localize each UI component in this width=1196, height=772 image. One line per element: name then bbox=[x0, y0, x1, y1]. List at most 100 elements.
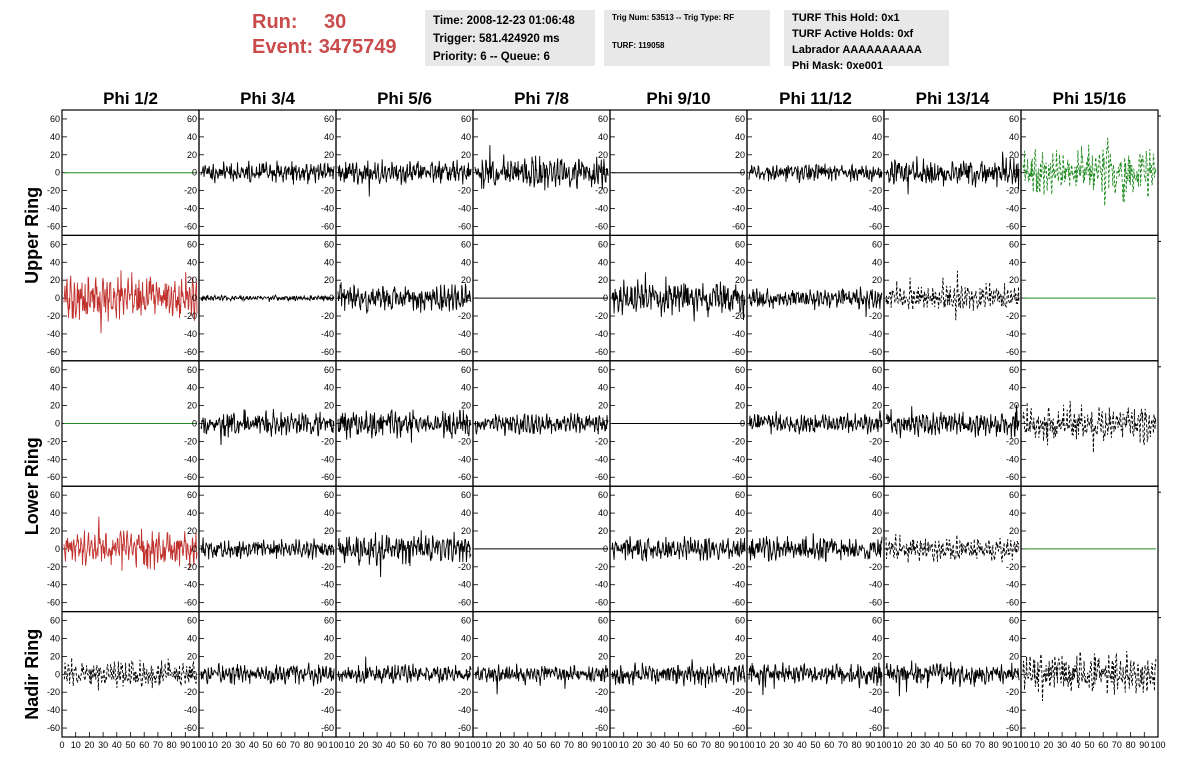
y-tick-label: 20 bbox=[50, 651, 60, 661]
y-tick-label: 0 bbox=[877, 168, 882, 178]
waveform-trace bbox=[1022, 650, 1157, 702]
y-tick-label: 60 bbox=[872, 490, 882, 500]
x-tick-label: 100 bbox=[465, 740, 480, 750]
y-tick-label: 60 bbox=[187, 616, 197, 626]
y-tick-label: -40 bbox=[595, 329, 608, 339]
y-tick-label: 20 bbox=[1009, 401, 1019, 411]
x-tick-label: 60 bbox=[824, 740, 834, 750]
y-tick-label: 20 bbox=[324, 526, 334, 536]
y-tick-label: -20 bbox=[732, 186, 745, 196]
x-tick-label: 30 bbox=[1057, 740, 1067, 750]
y-tick-label: -60 bbox=[1006, 598, 1019, 608]
waveform-trace bbox=[337, 159, 472, 197]
x-tick-label: 30 bbox=[98, 740, 108, 750]
y-tick-label: 20 bbox=[324, 401, 334, 411]
y-tick-label: 0 bbox=[192, 293, 197, 303]
y-tick-label: 0 bbox=[466, 168, 471, 178]
y-tick-label: -60 bbox=[1006, 221, 1019, 231]
y-tick-label: -40 bbox=[321, 329, 334, 339]
x-tick-label: 70 bbox=[701, 740, 711, 750]
y-tick-label: 40 bbox=[735, 383, 745, 393]
y-tick-label: 20 bbox=[598, 651, 608, 661]
x-tick-label: 10 bbox=[619, 740, 629, 750]
y-tick-label: 60 bbox=[324, 239, 334, 249]
x-tick-label: 80 bbox=[167, 740, 177, 750]
x-tick-label: 40 bbox=[660, 740, 670, 750]
y-tick-label: 20 bbox=[872, 275, 882, 285]
x-tick-label: 90 bbox=[865, 740, 875, 750]
y-tick-label: 20 bbox=[1009, 150, 1019, 160]
y-tick-label: -20 bbox=[732, 562, 745, 572]
y-tick-label: 40 bbox=[1009, 508, 1019, 518]
y-tick-label: -60 bbox=[869, 723, 882, 733]
y-tick-label: 0 bbox=[329, 293, 334, 303]
x-tick-label: 50 bbox=[399, 740, 409, 750]
y-tick-label: 60 bbox=[1009, 114, 1019, 124]
y-tick-label: 0 bbox=[55, 544, 60, 554]
y-tick-label: 60 bbox=[872, 616, 882, 626]
y-tick-label: -40 bbox=[1006, 204, 1019, 214]
y-tick-label: -20 bbox=[869, 687, 882, 697]
y-tick-label: -20 bbox=[321, 311, 334, 321]
y-tick-label: -60 bbox=[184, 598, 197, 608]
trig-num-info-box: Trig Num: 53513 -- Trig Type: RF TURF: 1… bbox=[604, 10, 770, 66]
x-tick-label: 50 bbox=[262, 740, 272, 750]
y-tick-label: -40 bbox=[595, 705, 608, 715]
y-tick-label: 40 bbox=[50, 383, 60, 393]
x-tick-label: 100 bbox=[739, 740, 754, 750]
y-tick-label: 20 bbox=[872, 651, 882, 661]
x-tick-label: 30 bbox=[372, 740, 382, 750]
y-tick-label: 0 bbox=[1014, 168, 1019, 178]
y-tick-label: -40 bbox=[869, 454, 882, 464]
y-tick-label: 40 bbox=[872, 508, 882, 518]
y-tick-label: -60 bbox=[184, 221, 197, 231]
y-tick-label: -40 bbox=[321, 454, 334, 464]
waveform-trace bbox=[748, 662, 883, 696]
x-tick-label: 100 bbox=[328, 740, 343, 750]
y-tick-label: 60 bbox=[735, 239, 745, 249]
waveform-trace bbox=[474, 663, 609, 695]
x-tick-label: 40 bbox=[934, 740, 944, 750]
y-tick-label: 20 bbox=[872, 150, 882, 160]
y-tick-label: 20 bbox=[735, 651, 745, 661]
time-trigger-info-box: Time: 2008-12-23 01:06:48 Trigger: 581.4… bbox=[425, 10, 595, 66]
x-tick-label: 50 bbox=[1084, 740, 1094, 750]
y-tick-label: -40 bbox=[458, 204, 471, 214]
y-tick-label: 60 bbox=[598, 114, 608, 124]
waveform-trace bbox=[1022, 400, 1157, 453]
y-tick-label: -40 bbox=[47, 454, 60, 464]
y-tick-label: -60 bbox=[732, 347, 745, 357]
x-tick-label: 50 bbox=[810, 740, 820, 750]
x-tick-label: 30 bbox=[646, 740, 656, 750]
y-tick-label: 40 bbox=[735, 508, 745, 518]
y-tick-label: 60 bbox=[735, 490, 745, 500]
x-tick-label: 70 bbox=[290, 740, 300, 750]
x-tick-label: 40 bbox=[112, 740, 122, 750]
x-tick-label: 90 bbox=[591, 740, 601, 750]
y-tick-label: 60 bbox=[735, 114, 745, 124]
y-tick-label: 40 bbox=[50, 257, 60, 267]
y-tick-label: -20 bbox=[1006, 562, 1019, 572]
y-tick-label: 0 bbox=[877, 544, 882, 554]
y-tick-label: -20 bbox=[732, 436, 745, 446]
waveform-trace bbox=[748, 286, 883, 318]
run-label: Run: bbox=[252, 11, 298, 33]
y-tick-label: 40 bbox=[735, 132, 745, 142]
y-tick-label: -60 bbox=[732, 598, 745, 608]
y-tick-label: -60 bbox=[184, 347, 197, 357]
y-tick-label: -60 bbox=[595, 347, 608, 357]
y-tick-label: 20 bbox=[187, 150, 197, 160]
y-tick-label: 40 bbox=[324, 132, 334, 142]
y-tick-label: 0 bbox=[329, 544, 334, 554]
priority-text: Priority: 6 -- Queue: 6 bbox=[433, 51, 550, 63]
y-tick-label: 0 bbox=[466, 419, 471, 429]
y-tick-label: 60 bbox=[735, 616, 745, 626]
waveform-trace bbox=[748, 410, 883, 435]
x-tick-label: 30 bbox=[235, 740, 245, 750]
y-tick-label: 60 bbox=[872, 365, 882, 375]
x-tick-label: 20 bbox=[632, 740, 642, 750]
y-tick-label: 20 bbox=[324, 651, 334, 661]
y-tick-label: -40 bbox=[732, 454, 745, 464]
y-tick-label: 40 bbox=[187, 383, 197, 393]
turf-active-text: TURF Active Holds: 0xf bbox=[792, 28, 914, 40]
